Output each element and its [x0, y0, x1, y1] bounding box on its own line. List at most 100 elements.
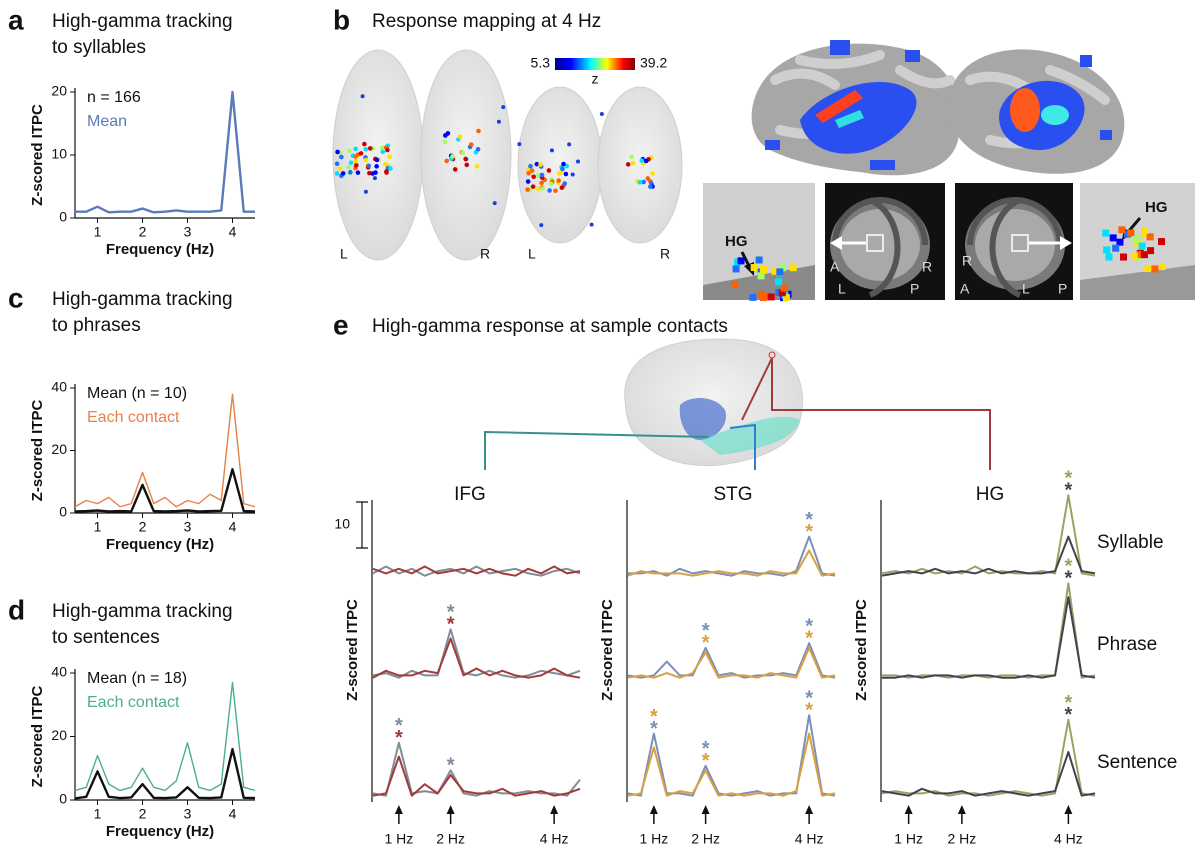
y-axis-label: Z-scored ITPC	[344, 599, 361, 701]
significance-star: *	[1064, 467, 1072, 489]
contact-dot	[347, 148, 352, 153]
x-axis-label: Frequency (Hz)	[106, 241, 214, 258]
contact-dot	[476, 128, 481, 134]
contact-dot	[546, 168, 552, 173]
significance-star: *	[1064, 568, 1072, 590]
significance-star: *	[650, 718, 658, 740]
arrow-head	[805, 805, 814, 814]
contact-dot	[367, 170, 372, 176]
voxel	[1127, 229, 1135, 237]
contact-dot	[353, 154, 358, 159]
significance-star: *	[447, 755, 455, 777]
significance-star: *	[1064, 692, 1072, 714]
significance-star: *	[702, 738, 710, 760]
voxel	[1147, 247, 1155, 255]
voxel	[737, 257, 745, 265]
row-label: Phrase	[1097, 634, 1157, 655]
voxel	[789, 264, 797, 272]
contact-dot	[629, 154, 634, 160]
contact-dot	[539, 172, 545, 178]
contact-dot	[460, 150, 466, 155]
series-line	[881, 751, 1096, 797]
voxel	[1109, 234, 1117, 242]
contact-dot	[530, 184, 536, 189]
significance-star: *	[447, 602, 455, 624]
voxel	[782, 294, 790, 302]
significance-star: *	[1064, 556, 1072, 578]
contact-dot	[561, 161, 566, 167]
significance-star: *	[702, 632, 710, 654]
contact-dot	[474, 164, 480, 169]
arrow-head	[904, 805, 913, 814]
y-tick-label: 10	[51, 146, 67, 162]
significance-star: *	[395, 727, 403, 749]
y-tick-label: 0	[59, 791, 67, 807]
significance-star: *	[805, 687, 813, 709]
contact-dot	[643, 158, 649, 164]
voxel	[1140, 251, 1148, 259]
x-tick-label: 1 Hz	[384, 831, 413, 847]
contact-dot	[526, 167, 531, 173]
row-label: Sentence	[1097, 752, 1177, 773]
x-tick-label: 2	[139, 519, 147, 535]
panel-letter: c	[8, 282, 24, 313]
voxel	[1146, 233, 1154, 241]
contact-dot	[560, 166, 565, 172]
contact-dot	[337, 166, 343, 171]
contact-dot	[374, 164, 379, 169]
view-label: R	[480, 246, 490, 262]
panel-letter: d	[8, 594, 25, 625]
voxel	[1116, 238, 1124, 246]
x-tick-label: 2	[139, 224, 147, 240]
voxel	[757, 272, 765, 280]
contact-dot	[444, 158, 450, 164]
voxel	[775, 278, 783, 286]
view-label: R	[660, 246, 670, 262]
voxel	[1144, 265, 1152, 273]
voxel	[778, 264, 786, 272]
significance-star: *	[702, 620, 710, 642]
orientation-label: L	[1022, 281, 1030, 297]
contact-dot	[534, 161, 540, 167]
voxel	[1105, 253, 1113, 261]
scale-bar-label: 10	[334, 516, 350, 532]
y-axis-label: Z-scored ITPC	[29, 104, 46, 206]
voxel	[731, 280, 739, 288]
panel-title: High-gamma tracking	[52, 289, 233, 310]
x-tick-label: 3	[184, 806, 192, 822]
arrow-head	[550, 805, 559, 814]
contact-dot	[525, 179, 531, 184]
series-line	[628, 535, 836, 577]
voxel	[1120, 253, 1128, 261]
series-line	[882, 596, 1096, 679]
contact-dot	[589, 222, 594, 227]
y-axis-label: Z-scored ITPC	[29, 685, 46, 787]
contact-dot	[346, 165, 352, 170]
contact-dot	[340, 171, 346, 176]
contact-dot	[445, 131, 451, 136]
voxel	[1136, 251, 1144, 259]
x-tick-label: 4	[229, 519, 237, 535]
contact-dot	[540, 186, 545, 191]
colorbar-label: z	[592, 71, 599, 87]
contact-dot	[366, 163, 371, 169]
y-tick-label: 20	[51, 441, 67, 457]
panel-title: High-gamma response at sample contacts	[372, 316, 728, 337]
x-tick-label: 4	[229, 806, 237, 822]
contact-dot	[385, 147, 390, 153]
series-line	[74, 748, 256, 800]
significance-star: *	[805, 521, 813, 543]
hg-label: HG	[725, 233, 748, 250]
contact-dot	[549, 148, 554, 153]
significance-star: *	[447, 614, 455, 636]
series-line	[881, 718, 1096, 797]
x-tick-label: 2	[139, 806, 147, 822]
row-label: Syllable	[1097, 532, 1164, 553]
x-axis-label: Frequency (Hz)	[106, 536, 214, 553]
legend-entry: Each contact	[87, 409, 180, 426]
x-tick-label: 2 Hz	[691, 831, 720, 847]
series-line	[627, 642, 836, 679]
significance-star: *	[395, 715, 403, 737]
orientation-label: A	[960, 281, 970, 297]
contact-dot	[538, 162, 543, 167]
